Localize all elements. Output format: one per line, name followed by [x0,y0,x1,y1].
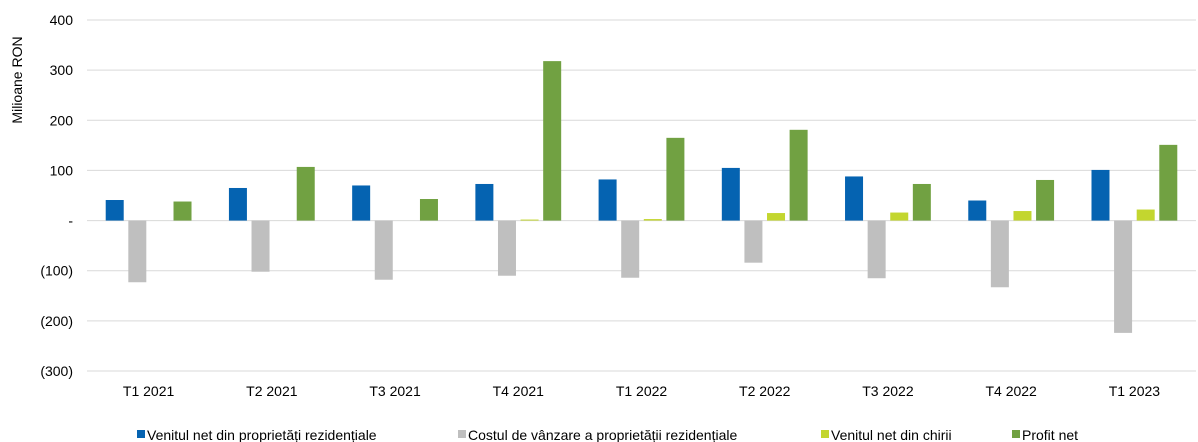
x-tick-label: T1 2021 [123,383,175,399]
x-tick-label: T3 2022 [862,383,914,399]
bar [475,184,493,221]
bar [375,221,393,280]
bar [890,213,908,221]
bar [666,138,684,221]
x-tick-label: T3 2021 [369,383,421,399]
bar [106,200,124,221]
bar [1036,180,1054,221]
bars [106,61,1178,333]
x-tick-label: T1 2023 [1109,383,1161,399]
bar [968,201,986,221]
legend-item: Costul de vânzare a proprietății reziden… [458,427,737,442]
x-tick-label: T2 2021 [246,383,298,399]
x-tick-label: T2 2022 [739,383,791,399]
y-tick-label: (100) [40,263,73,279]
bar [1114,221,1132,333]
bar [767,213,785,221]
y-tick-label: (200) [40,313,73,329]
y-tick-label: 400 [50,12,74,28]
legend: Venitul net din proprietăți rezidențiale… [137,427,1078,442]
legend-swatch [137,430,145,438]
bar [599,179,617,220]
bar [543,61,561,220]
bar [913,184,931,221]
y-tick-label: 200 [50,112,74,128]
x-tick-label: T4 2022 [985,383,1037,399]
bar [621,221,639,278]
x-axis-ticks: T1 2021 T2 2021 T3 2021 T4 2021 T1 2022 T2 20… [123,383,1160,399]
bar [868,221,886,279]
legend-label: Profit net [1022,427,1078,442]
bar [790,130,808,221]
bar [1013,211,1031,221]
bar [991,221,1009,288]
y-tick-label: 300 [50,62,74,78]
bar [521,220,539,221]
legend-swatch [821,430,829,438]
bar [128,221,146,283]
bar [498,221,516,276]
x-tick-label: T1 2022 [616,383,668,399]
bar [229,188,247,221]
gridlines [87,20,1196,371]
legend-label: Venitul net din proprietăți rezidențiale [147,427,377,442]
legend-label: Venitul net din chirii [831,427,952,442]
bar [252,221,270,272]
y-axis-title: Milioane RON [9,36,25,123]
bar [744,221,762,263]
legend-label: Costul de vânzare a proprietății reziden… [468,427,737,442]
legend-item: Venitul net din proprietăți rezidențiale [137,427,377,442]
legend-swatch [1012,430,1020,438]
bar [352,185,370,220]
legend-item: Venitul net din chirii [821,427,952,442]
legend-item: Profit net [1012,427,1078,442]
bar [845,176,863,220]
bar [1159,145,1177,221]
y-tick-label: 100 [50,162,74,178]
bar [174,202,192,221]
y-axis-ticks: 400 300 200 100 - (100) (200) (300) [40,12,73,379]
bar [1091,170,1109,221]
y-tick-label: - [68,213,73,229]
bar [420,199,438,221]
bar [644,219,662,221]
x-tick-label: T4 2021 [493,383,545,399]
bar [722,168,740,221]
bar [297,167,315,221]
legend-swatch [458,430,466,438]
y-tick-label: (300) [40,363,73,379]
bar [1137,210,1155,221]
